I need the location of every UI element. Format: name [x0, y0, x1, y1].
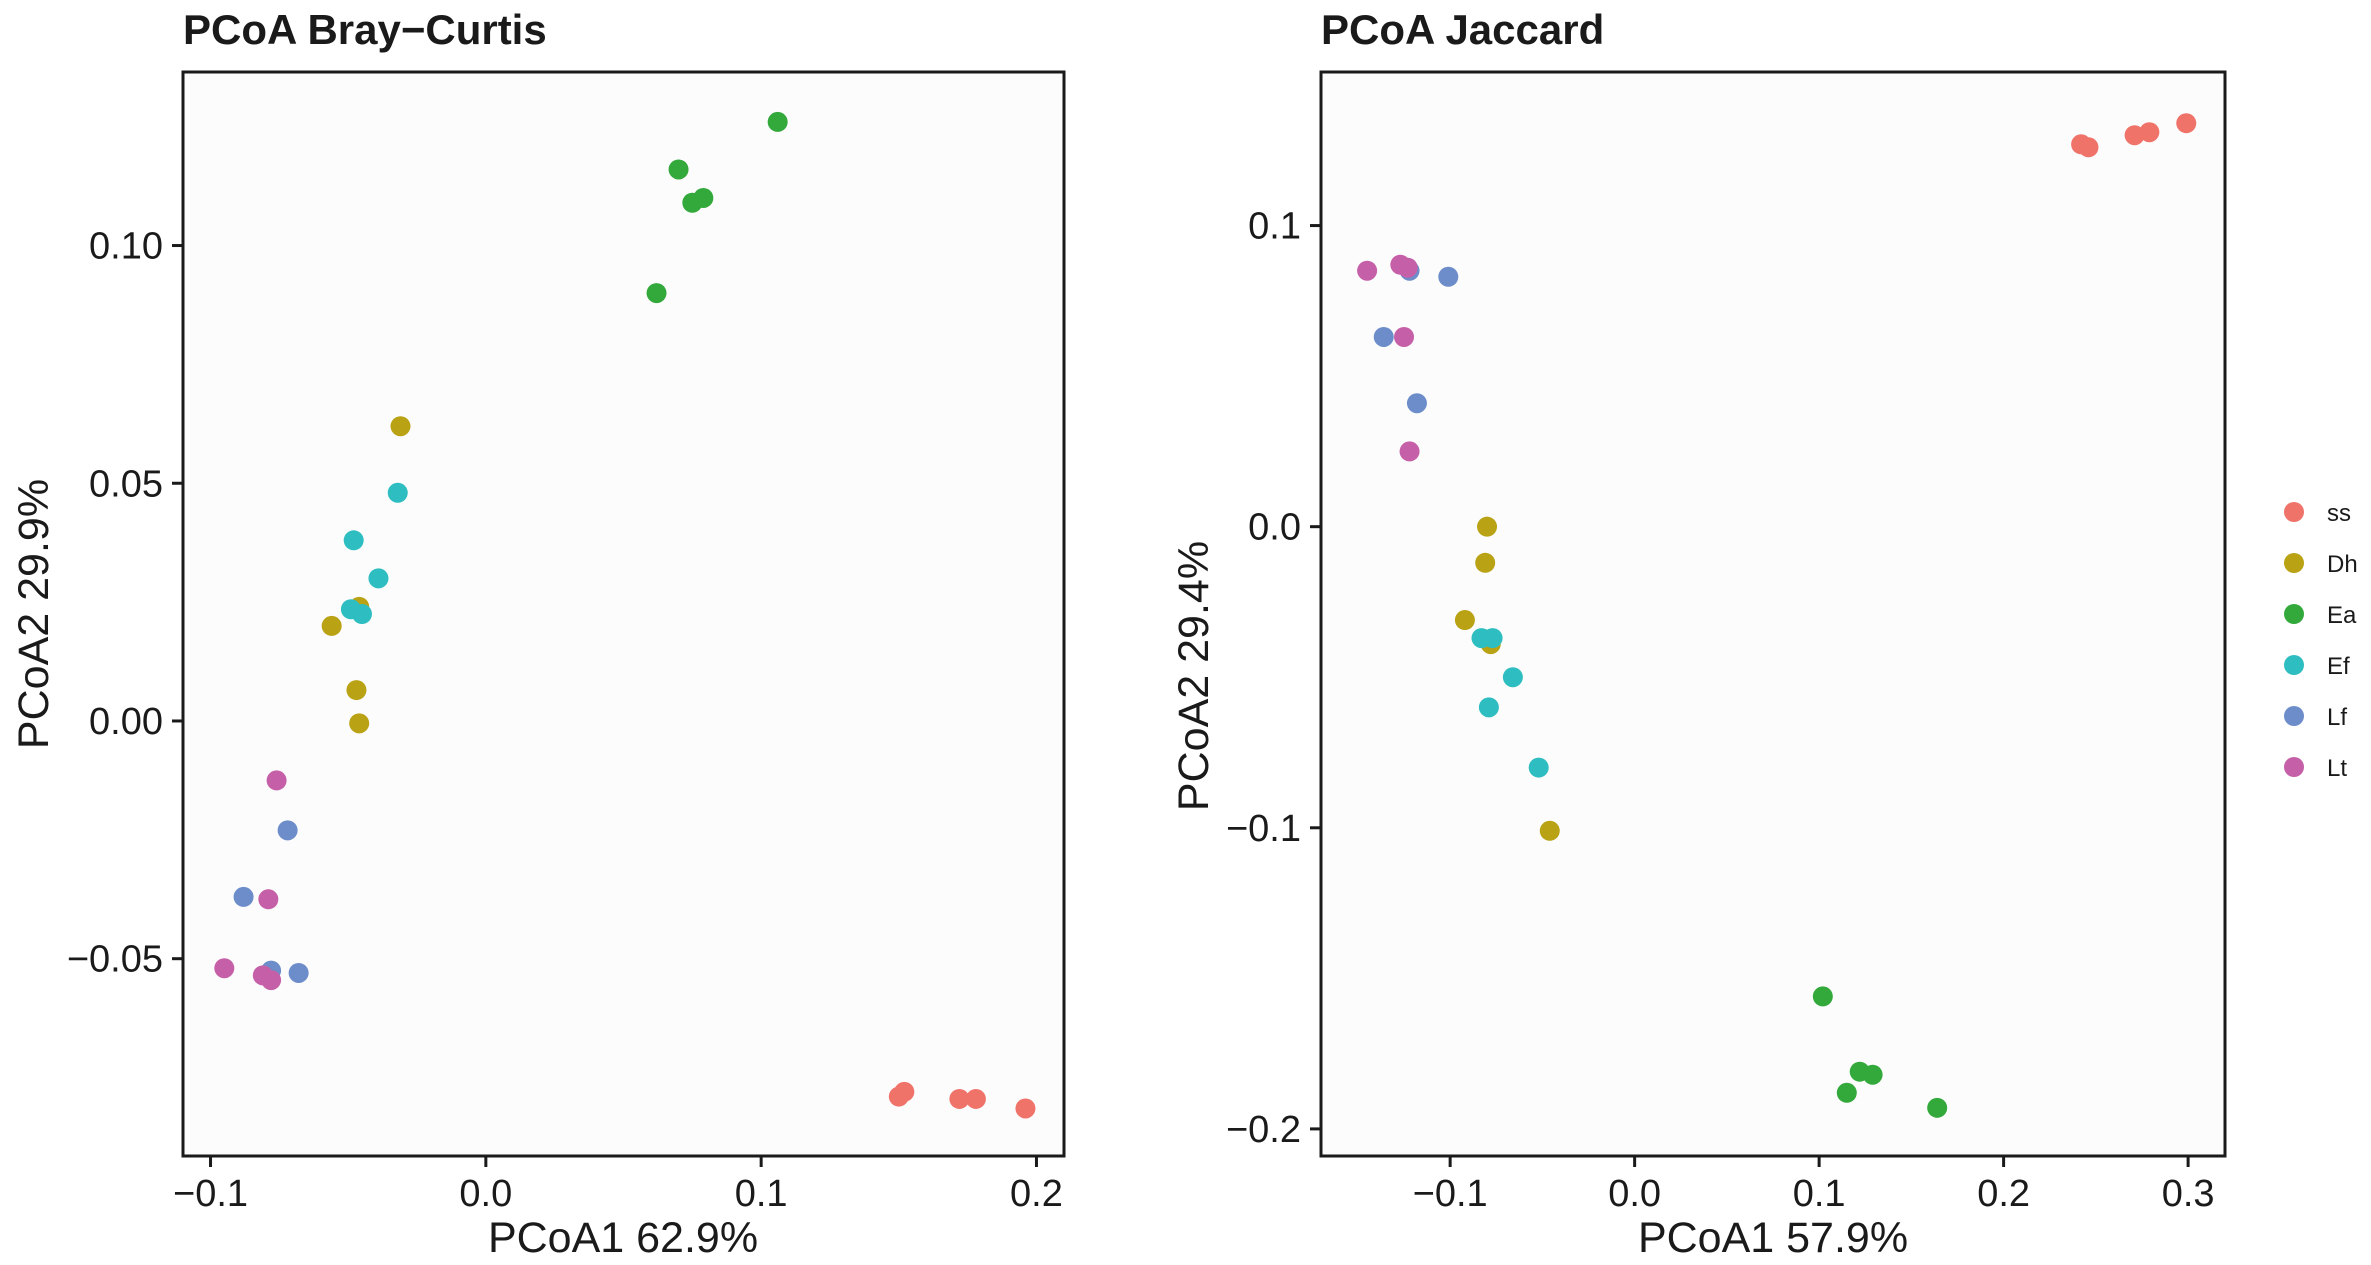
data-point-lt	[1394, 326, 1415, 347]
data-point-ss	[2078, 137, 2099, 158]
data-point-lt	[1397, 257, 1418, 278]
legend-label: Lf	[2327, 704, 2347, 731]
data-point-lt	[266, 770, 287, 791]
y-axis-title: PCoA2 29.4%	[1170, 541, 1218, 811]
legend: ss Dh Ea Ef Lf Lt	[2284, 500, 2358, 782]
data-point-lt	[258, 889, 279, 910]
data-point-lf	[233, 886, 254, 907]
panel-title: PCoA Jaccard	[1321, 6, 1604, 53]
data-point-ea	[767, 111, 788, 132]
legend-label: Lt	[2327, 755, 2347, 782]
panel-bray-curtis: PCoA Bray−Curtis −0.1 0.0 0.1 0.2 0.10 0.05 0.…	[10, 6, 1066, 1262]
y-tick-label: 0.00	[89, 701, 163, 743]
x-axis-title: PCoA1 62.9%	[488, 1214, 758, 1262]
data-point-ef	[1502, 667, 1523, 688]
data-point-lt	[214, 958, 235, 979]
data-point-ea	[693, 187, 714, 208]
legend-swatch-ef	[2284, 655, 2304, 675]
legend-swatch-lf	[2284, 706, 2304, 726]
data-point-lf	[1406, 393, 1427, 414]
legend-swatch-ss	[2284, 502, 2304, 522]
legend-swatch-ea	[2284, 604, 2304, 624]
data-point-ea	[1836, 1082, 1857, 1103]
data-point-ss	[2176, 113, 2197, 134]
data-point-dh	[346, 680, 367, 701]
axis-ticks: −0.1 0.0 0.1 0.2 0.10 0.05 0.00 −0.05	[67, 226, 1063, 1215]
y-tick-label: −0.05	[67, 939, 163, 981]
panel-title: PCoA Bray−Curtis	[183, 6, 547, 53]
y-tick-label: 0.1	[1248, 206, 1301, 248]
legend-swatch-lt	[2284, 757, 2304, 777]
axis-ticks: −0.1 0.0 0.1 0.2 0.3 0.1 0.0 −0.1 −0.2	[1226, 206, 2215, 1215]
data-point-lf	[1373, 326, 1394, 347]
y-tick-label: 0.05	[89, 463, 163, 505]
data-point-lt	[261, 970, 282, 991]
data-point-ea	[1812, 986, 1833, 1007]
y-tick-label: −0.2	[1226, 1109, 1301, 1151]
data-point-ef	[1482, 628, 1503, 649]
x-tick-label: 0.1	[1793, 1173, 1846, 1215]
data-point-ss	[965, 1088, 986, 1109]
data-point-ef	[343, 530, 364, 551]
y-axis-title: PCoA2 29.9%	[10, 479, 58, 749]
plot-area	[181, 70, 1066, 1158]
data-point-lf	[277, 820, 298, 841]
data-point-ea	[646, 283, 667, 304]
legend-label: Ea	[2327, 602, 2357, 629]
data-point-ef	[1528, 757, 1549, 778]
data-point-lf	[288, 962, 309, 983]
data-point-ss	[949, 1088, 970, 1109]
data-point-dh	[349, 713, 370, 734]
data-point-ea	[1862, 1064, 1883, 1085]
data-point-ea	[668, 159, 689, 180]
data-point-ef	[368, 568, 389, 589]
plot-area	[1319, 70, 2227, 1158]
data-point-ss	[1015, 1098, 1036, 1119]
x-tick-label: 0.2	[1977, 1173, 2030, 1215]
y-tick-label: 0.0	[1248, 507, 1301, 549]
data-point-ef	[387, 482, 408, 503]
data-point-lt	[1357, 260, 1378, 281]
data-point-ef	[1478, 697, 1499, 718]
data-point-dh	[1539, 820, 1560, 841]
legend-label: Ef	[2327, 653, 2350, 680]
data-point-lt	[1399, 441, 1420, 462]
x-tick-label: −0.1	[1413, 1173, 1488, 1215]
data-point-dh	[1475, 552, 1496, 573]
data-point-ea	[1927, 1097, 1948, 1118]
legend-label: Dh	[2327, 551, 2358, 578]
data-point-dh	[1454, 610, 1475, 631]
data-point-dh	[321, 615, 342, 636]
x-tick-label: 0.0	[1608, 1173, 1661, 1215]
data-points	[1357, 113, 2197, 1118]
x-tick-label: −0.1	[173, 1173, 248, 1215]
x-tick-label: 0.0	[459, 1173, 512, 1215]
y-tick-label: −0.1	[1226, 808, 1301, 850]
data-point-dh	[390, 416, 411, 437]
panel-jaccard: PCoA Jaccard −0.1 0.0 0.1 0.2 0.30.10.0−0.1−…	[1170, 6, 2227, 1262]
data-point-ef	[351, 604, 372, 624]
data-points	[214, 111, 1036, 1119]
y-tick-label: 0.10	[89, 226, 163, 268]
data-point-ss	[2139, 122, 2160, 143]
data-point-lf	[1438, 266, 1459, 287]
data-point-ss	[894, 1081, 915, 1102]
x-tick-label: 0.1	[735, 1173, 788, 1215]
x-tick-label: 0.3	[2162, 1173, 2215, 1215]
legend-label: ss	[2327, 500, 2351, 527]
legend-swatch-dh	[2284, 553, 2304, 573]
data-point-dh	[1477, 516, 1498, 537]
x-tick-label: 0.2	[1010, 1173, 1063, 1215]
x-axis-title: PCoA1 57.9%	[1638, 1214, 1908, 1262]
